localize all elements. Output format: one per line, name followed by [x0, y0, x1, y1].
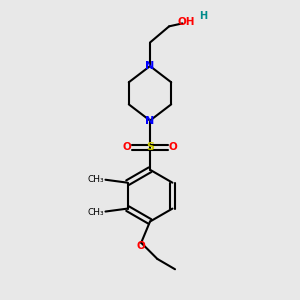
- Text: N: N: [146, 116, 154, 126]
- Text: CH₃: CH₃: [87, 175, 104, 184]
- Text: CH₃: CH₃: [87, 208, 104, 217]
- Text: O: O: [169, 142, 178, 152]
- Text: S: S: [146, 142, 154, 152]
- Text: O: O: [137, 241, 146, 251]
- Text: OH: OH: [177, 17, 195, 27]
- Text: N: N: [146, 61, 154, 71]
- Text: H: H: [199, 11, 207, 21]
- Text: O: O: [122, 142, 131, 152]
